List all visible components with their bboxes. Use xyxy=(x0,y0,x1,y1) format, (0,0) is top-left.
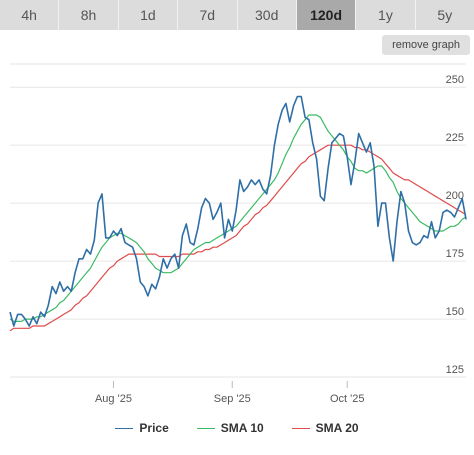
y-tick-label: 175 xyxy=(446,248,464,260)
remove-graph-button[interactable]: remove graph xyxy=(382,35,470,55)
y-tick-label: 150 xyxy=(446,306,464,318)
legend-label-sma20: SMA 20 xyxy=(315,421,359,435)
series-lines xyxy=(9,95,467,332)
tab-4h[interactable]: 4h xyxy=(0,0,60,30)
chart-legend: Price SMA 10 SMA 20 xyxy=(0,418,474,438)
legend-label-sma10: SMA 10 xyxy=(220,421,264,435)
tab-120d[interactable]: 120d xyxy=(296,0,357,30)
x-tick-label: Sep '25 xyxy=(214,393,251,405)
tab-7d[interactable]: 7d xyxy=(178,0,238,30)
series-line-price xyxy=(9,95,467,327)
series-line-sma10 xyxy=(9,114,467,322)
y-axis-ticks: 125 150 175 200 225 250 xyxy=(446,74,464,376)
legend-swatch-price xyxy=(115,427,134,429)
x-tick-label: Oct '25 xyxy=(330,393,365,405)
tab-30d[interactable]: 30d xyxy=(238,0,297,30)
tab-1y[interactable]: 1y xyxy=(356,0,416,30)
legend-swatch-sma10 xyxy=(196,427,215,429)
legend-item-price[interactable]: Price xyxy=(115,421,169,435)
y-tick-label: 125 xyxy=(446,364,464,376)
x-axis-ticks: Aug '25 Sep '25 Oct '25 xyxy=(95,393,364,405)
x-tick-label: Aug '25 xyxy=(95,393,132,405)
grid-lines xyxy=(10,63,466,388)
tab-5y[interactable]: 5y xyxy=(437,7,453,23)
legend-swatch-sma20 xyxy=(291,427,310,429)
tab-1d[interactable]: 1d xyxy=(119,0,179,30)
legend-label-price: Price xyxy=(139,421,169,435)
y-tick-label: 250 xyxy=(446,74,464,86)
legend-item-sma20[interactable]: SMA 20 xyxy=(291,421,359,435)
series-line-sma20 xyxy=(9,144,467,332)
legend-item-sma10[interactable]: SMA 10 xyxy=(196,421,264,435)
timeframe-tabs: 4h 8h 1d 7d 30d 120d 1y 5y xyxy=(0,0,474,30)
y-tick-label: 225 xyxy=(446,132,464,144)
tab-8h[interactable]: 8h xyxy=(59,0,119,30)
y-tick-label: 200 xyxy=(446,190,464,202)
